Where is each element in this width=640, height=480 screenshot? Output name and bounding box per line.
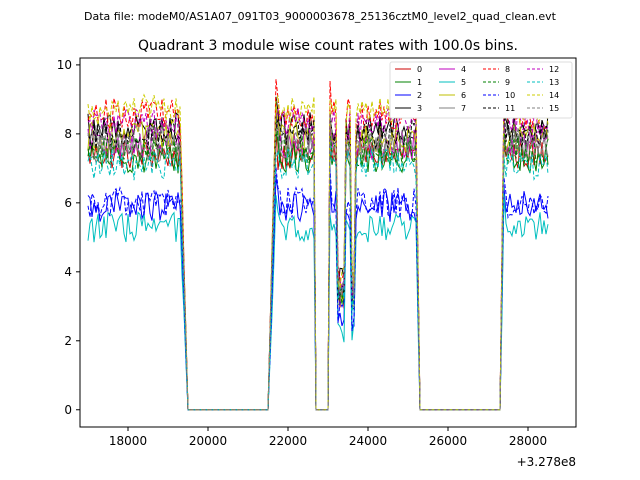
y-tick-label: 6 xyxy=(64,196,72,210)
y-tick-label: 0 xyxy=(64,403,72,417)
y-tick-label: 8 xyxy=(64,127,72,141)
legend-label-10: 10 xyxy=(505,91,515,100)
series-line-14 xyxy=(87,93,549,411)
legend-label-2: 2 xyxy=(417,91,422,100)
legend-label-0: 0 xyxy=(417,65,422,74)
y-tick-label: 2 xyxy=(64,334,72,348)
x-offset-label: +3.278e8 xyxy=(517,455,576,469)
series-line-5 xyxy=(87,194,549,411)
x-tick-label: 24000 xyxy=(349,434,387,448)
x-tick-label: 26000 xyxy=(429,434,467,448)
series-line-1 xyxy=(87,129,549,411)
y-tick-label: 10 xyxy=(57,58,72,72)
legend-label-9: 9 xyxy=(505,78,510,87)
series-line-4 xyxy=(87,113,549,411)
x-tick-label: 20000 xyxy=(189,434,227,448)
legend-label-13: 13 xyxy=(549,78,559,87)
legend-label-15: 15 xyxy=(549,104,559,113)
series-line-15 xyxy=(87,114,549,411)
series-line-10 xyxy=(87,167,549,411)
legend-label-1: 1 xyxy=(417,78,422,87)
axes-frame xyxy=(79,57,577,428)
legend-box xyxy=(389,61,573,119)
legend-label-4: 4 xyxy=(461,65,466,74)
legend-label-7: 7 xyxy=(461,104,466,113)
legend-label-12: 12 xyxy=(549,65,559,74)
plot-area xyxy=(87,79,549,411)
legend-label-5: 5 xyxy=(461,78,466,87)
series-line-0 xyxy=(87,126,549,411)
x-tick-label: 22000 xyxy=(269,434,307,448)
legend-label-11: 11 xyxy=(505,104,515,113)
legend-label-3: 3 xyxy=(417,104,422,113)
series-line-2 xyxy=(87,176,549,411)
chart-title: Quadrant 3 module wise count rates with … xyxy=(138,38,518,54)
x-tick-label: 28000 xyxy=(509,434,547,448)
x-tick-label: 18000 xyxy=(109,434,147,448)
series-line-13 xyxy=(87,141,549,411)
datafile-label: Data file: modeM0/AS1A07_091T03_90000036… xyxy=(84,10,557,23)
y-tick-label: 4 xyxy=(64,265,72,279)
legend-label-6: 6 xyxy=(461,91,466,100)
legend-label-8: 8 xyxy=(505,65,510,74)
legend-label-14: 14 xyxy=(549,91,559,100)
